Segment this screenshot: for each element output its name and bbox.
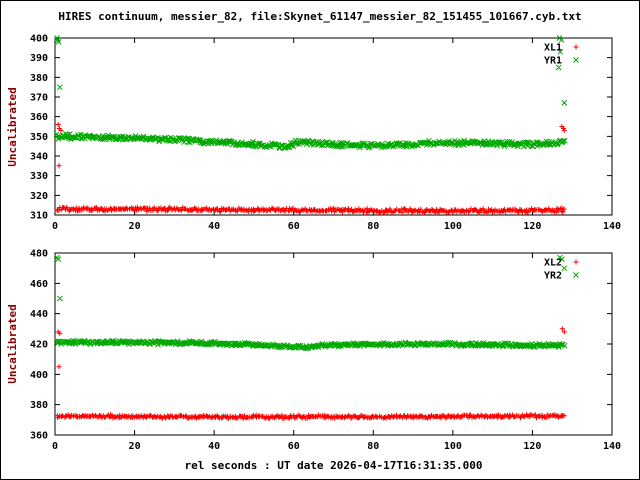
x-tick-label: 140: [603, 221, 621, 232]
x-tick-label: 0: [52, 441, 58, 452]
y-tick-label: 480: [30, 249, 48, 260]
x-tick-label: 120: [523, 441, 541, 452]
legend-marker-YR1: [573, 57, 579, 63]
series-XL2: [54, 326, 567, 422]
y-axis-label-bottom: Uncalibrated: [6, 304, 19, 384]
y-tick-label: 360: [30, 112, 48, 123]
x-tick-label: 100: [444, 221, 462, 232]
y-tick-label: 420: [30, 340, 48, 351]
legend-marker-XL1: [573, 44, 579, 50]
y-tick-label: 360: [30, 431, 48, 442]
y-tick-label: 340: [30, 152, 48, 163]
y-tick-label: 310: [30, 211, 48, 222]
x-tick-label: 80: [367, 221, 379, 232]
series-YR1: [53, 35, 568, 152]
x-tick-label: 60: [288, 221, 300, 232]
x-tick-label: 120: [523, 221, 541, 232]
y-tick-label: 380: [30, 73, 48, 84]
x-tick-label: 60: [288, 441, 300, 452]
x-tick-label: 80: [367, 441, 379, 452]
legend-label-YR1: YR1: [544, 56, 562, 67]
legend-marker-XL2: [573, 259, 579, 265]
legend-label-XL1: XL1: [544, 43, 562, 54]
x-tick-label: 20: [129, 441, 141, 452]
y-tick-label: 460: [30, 279, 48, 290]
series-XL1: [54, 122, 567, 216]
plot-border-1: [54, 37, 613, 216]
y-tick-label: 380: [30, 400, 48, 411]
y-tick-label: 400: [30, 34, 48, 45]
x-tick-label: 140: [603, 441, 621, 452]
y-tick-label: 350: [30, 132, 48, 143]
chart-title: HIRES continuum, messier_82, file:Skynet…: [58, 10, 582, 23]
x-tick-label: 20: [129, 221, 141, 232]
legend-marker-YR2: [573, 272, 579, 278]
x-tick-label: 40: [208, 221, 220, 232]
y-tick-label: 390: [30, 53, 48, 64]
legend-label-XL2: XL2: [544, 258, 562, 269]
y-tick-label: 400: [30, 370, 48, 381]
series-YR2: [54, 254, 568, 352]
x-tick-label: 0: [52, 221, 58, 232]
y-tick-label: 370: [30, 93, 48, 104]
x-tick-label: 100: [444, 441, 462, 452]
x-tick-label: 40: [208, 441, 220, 452]
y-tick-label: 320: [30, 191, 48, 202]
y-tick-label: 330: [30, 171, 48, 182]
legend-label-YR2: YR2: [544, 271, 562, 282]
y-tick-label: 440: [30, 309, 48, 320]
y-axis-label-top: Uncalibrated: [6, 87, 19, 167]
x-axis-label: rel seconds : UT date 2026-04-17T16:31:3…: [184, 459, 483, 472]
